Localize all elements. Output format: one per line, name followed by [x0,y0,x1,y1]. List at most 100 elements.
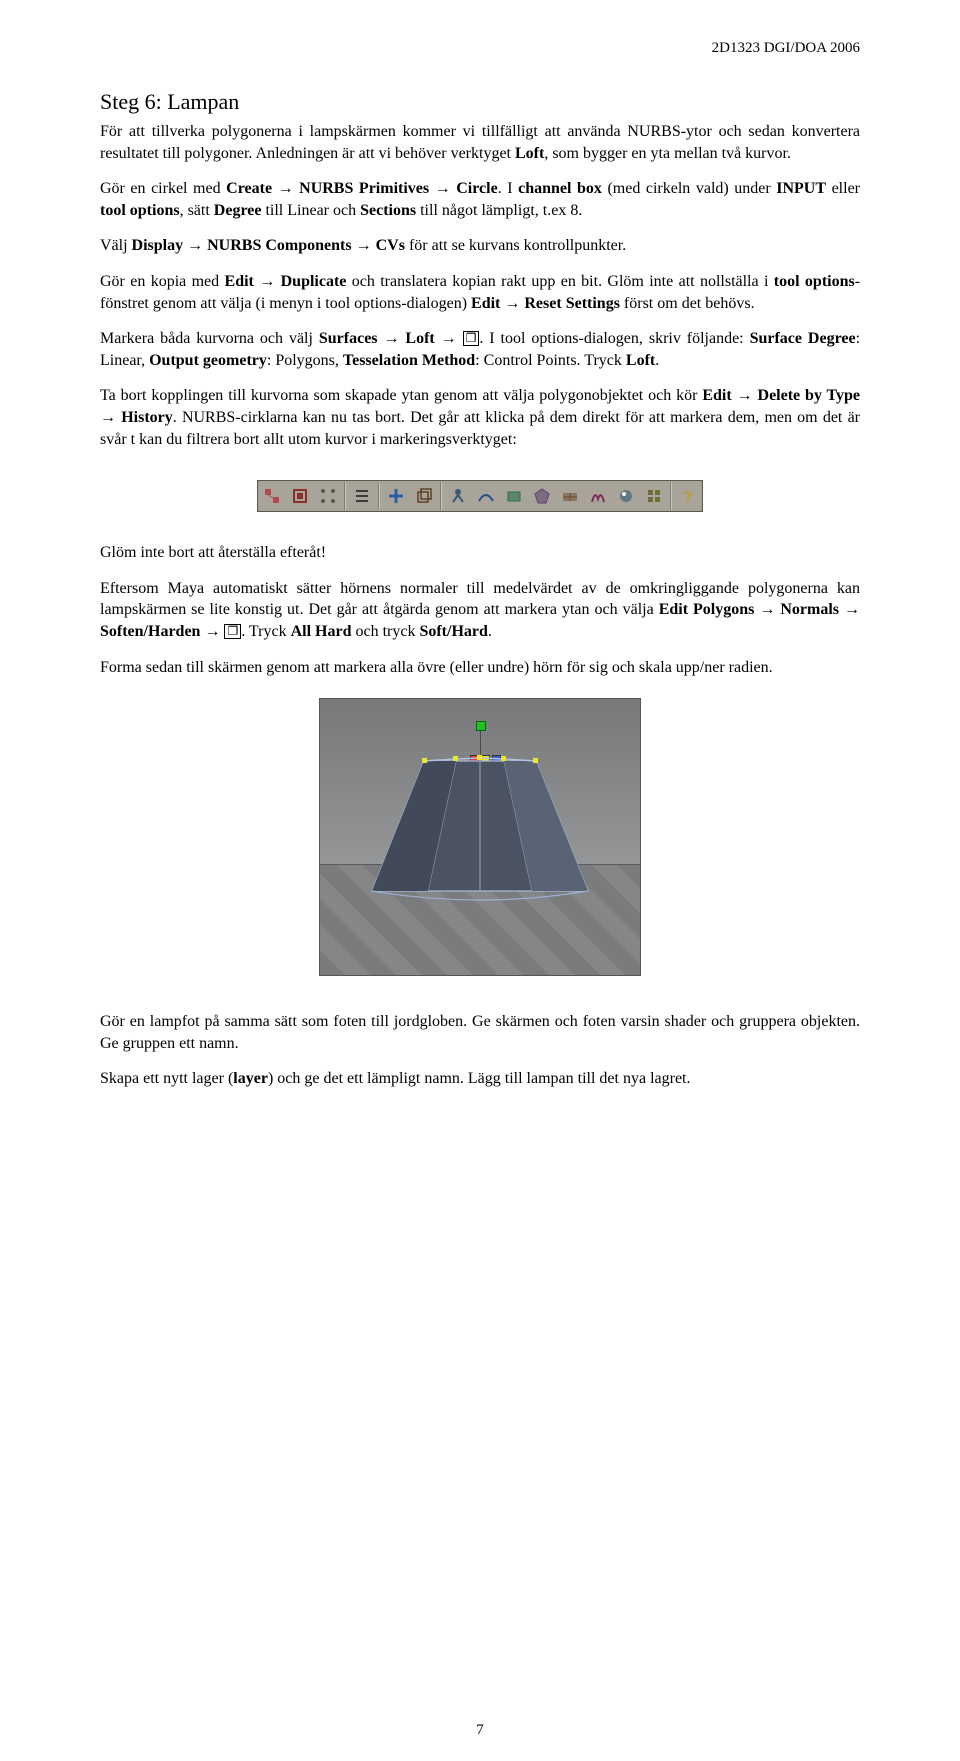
step-heading: Steg 6: Lampan [100,89,860,115]
bold: Edit [702,387,736,404]
lampshade-mesh [360,753,600,913]
node-icon[interactable] [445,483,471,509]
text: ) och ge det ett lämpligt namn. Lägg til… [268,1070,691,1087]
bold: Loft [626,352,655,369]
bold: Duplicate [281,273,347,290]
bold: Output geometry [149,352,267,369]
maya-viewport [319,698,641,976]
bold: INPUT [776,180,826,197]
bold: layer [233,1070,268,1087]
bold: NURBS Primitives [299,180,435,197]
text: . I [498,180,518,197]
text: . [488,623,492,640]
paragraph-3: Välj Display → NURBS Components → CVs fö… [100,235,860,257]
paragraph-5: Markera båda kurvorna och välj Surfaces … [100,328,860,371]
bold: Loft [515,145,544,162]
text: först om det behövs. [620,295,755,312]
text: Gör en cirkel med [100,180,226,197]
bold: Reset Settings [524,295,620,312]
bold: Normals [780,601,844,618]
text: . [655,352,659,369]
arrow-icon: → [278,180,294,197]
maya-toolbar: ? [257,480,703,512]
arrow-icon: → [759,601,775,618]
svg-text:?: ? [684,488,693,504]
text: eller [826,180,860,197]
surface-icon[interactable] [501,483,527,509]
lines-icon[interactable] [349,483,375,509]
arrow-icon: → [844,601,860,618]
bold: NURBS Components [207,237,355,254]
select-object-icon[interactable] [287,483,313,509]
text: . I tool options-dialogen, skriv följand… [479,330,749,347]
poly-icon[interactable] [529,483,555,509]
paragraph-8: Eftersom Maya automatiskt sätter hörnens… [100,578,860,643]
text: till Linear och [261,202,360,219]
paragraph-2: Gör en cirkel med Create → NURBS Primiti… [100,178,860,221]
wireframe-cube-icon[interactable] [411,483,437,509]
bold: Create [226,180,277,197]
text: . Tryck [241,623,290,640]
toolbar-separator [670,482,672,510]
arrow-icon: → [435,180,451,197]
arrow-icon: → [187,237,203,254]
text: och translatera kopian rakt upp en bit. … [346,273,773,290]
document-page: 2D1323 DGI/DOA 2006 Steg 6: Lampan För a… [0,0,960,1761]
text: Ta bort kopplingen till kurvorna som ska… [100,387,702,404]
paragraph-9: Forma sedan till skärmen genom att marke… [100,657,860,679]
optionbox-icon: ❐ [224,624,241,639]
text: och tryck [351,623,419,640]
plane-icon[interactable] [557,483,583,509]
bold: tool options [774,273,855,290]
misc-icon[interactable] [641,483,667,509]
select-component-icon[interactable] [315,483,341,509]
bold: Tesselation Method [343,352,475,369]
bold: Degree [214,202,262,219]
bold: All Hard [291,623,352,640]
select-hierarchy-icon[interactable] [259,483,285,509]
arrow-icon: → [504,295,520,312]
bold: CVs [376,237,405,254]
bold: Edit [225,273,260,290]
bold: Surfaces [319,330,384,347]
bold: Sections [360,202,416,219]
toolbar-separator [440,482,442,510]
deform-icon[interactable] [585,483,611,509]
gizmo-stem [480,731,481,755]
text: till något lämpligt, t.ex 8. [416,202,582,219]
curve-icon[interactable] [473,483,499,509]
paragraph-1: För att tillverka polygonerna i lampskär… [100,121,860,164]
toolbar-separator [344,482,346,510]
bold: Delete by Type [758,387,861,404]
paragraph-7: Glöm inte bort att återställa efteråt! [100,542,860,564]
arrow-icon: → [259,273,275,290]
paragraph-6: Ta bort kopplingen till kurvorna som ska… [100,385,860,450]
arrow-icon: → [737,387,753,404]
gizmo-green-handle [476,721,486,731]
bold: Soften/Harden [100,623,204,640]
toolbar-screenshot: ? [100,480,860,512]
text: Gör en kopia med [100,273,225,290]
help-icon[interactable]: ? [675,483,701,509]
bold: Soft/Hard [419,623,487,640]
bold: Edit [471,295,504,312]
text: . NURBS-cirklarna kan nu tas bort. Det g… [100,409,860,448]
optionbox-icon: ❐ [463,331,480,346]
bold: Edit Polygons [659,601,760,618]
course-header: 2D1323 DGI/DOA 2006 [100,40,860,57]
bold: Surface Degree [750,330,856,347]
arrow-icon: → [100,409,116,426]
toolbar-separator [378,482,380,510]
bold: Loft [405,330,440,347]
text: Skapa ett nytt lager ( [100,1070,233,1087]
paragraph-10: Gör en lampfot på samma sätt som foten t… [100,1011,860,1054]
text: Markera båda kurvorna och välj [100,330,319,347]
bold: Circle [456,180,497,197]
text: , som bygger en yta mellan två kurvor. [544,145,791,162]
render-icon[interactable] [613,483,639,509]
bold: tool options [100,202,180,219]
text: , sätt [180,202,214,219]
viewport-screenshot [100,698,860,981]
bold: Display [132,237,188,254]
plus-icon[interactable] [383,483,409,509]
